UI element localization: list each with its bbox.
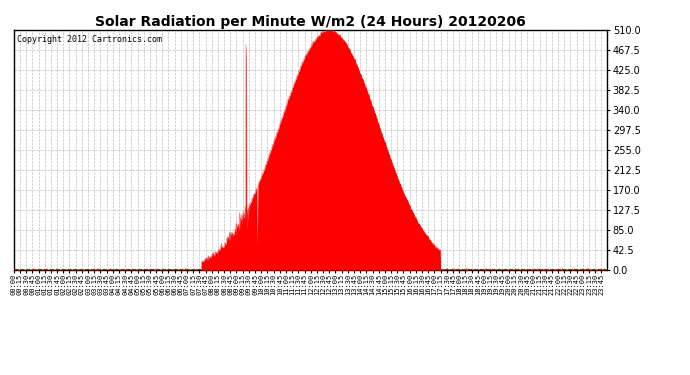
Title: Solar Radiation per Minute W/m2 (24 Hours) 20120206: Solar Radiation per Minute W/m2 (24 Hour… xyxy=(95,15,526,29)
Text: Copyright 2012 Cartronics.com: Copyright 2012 Cartronics.com xyxy=(17,35,161,44)
